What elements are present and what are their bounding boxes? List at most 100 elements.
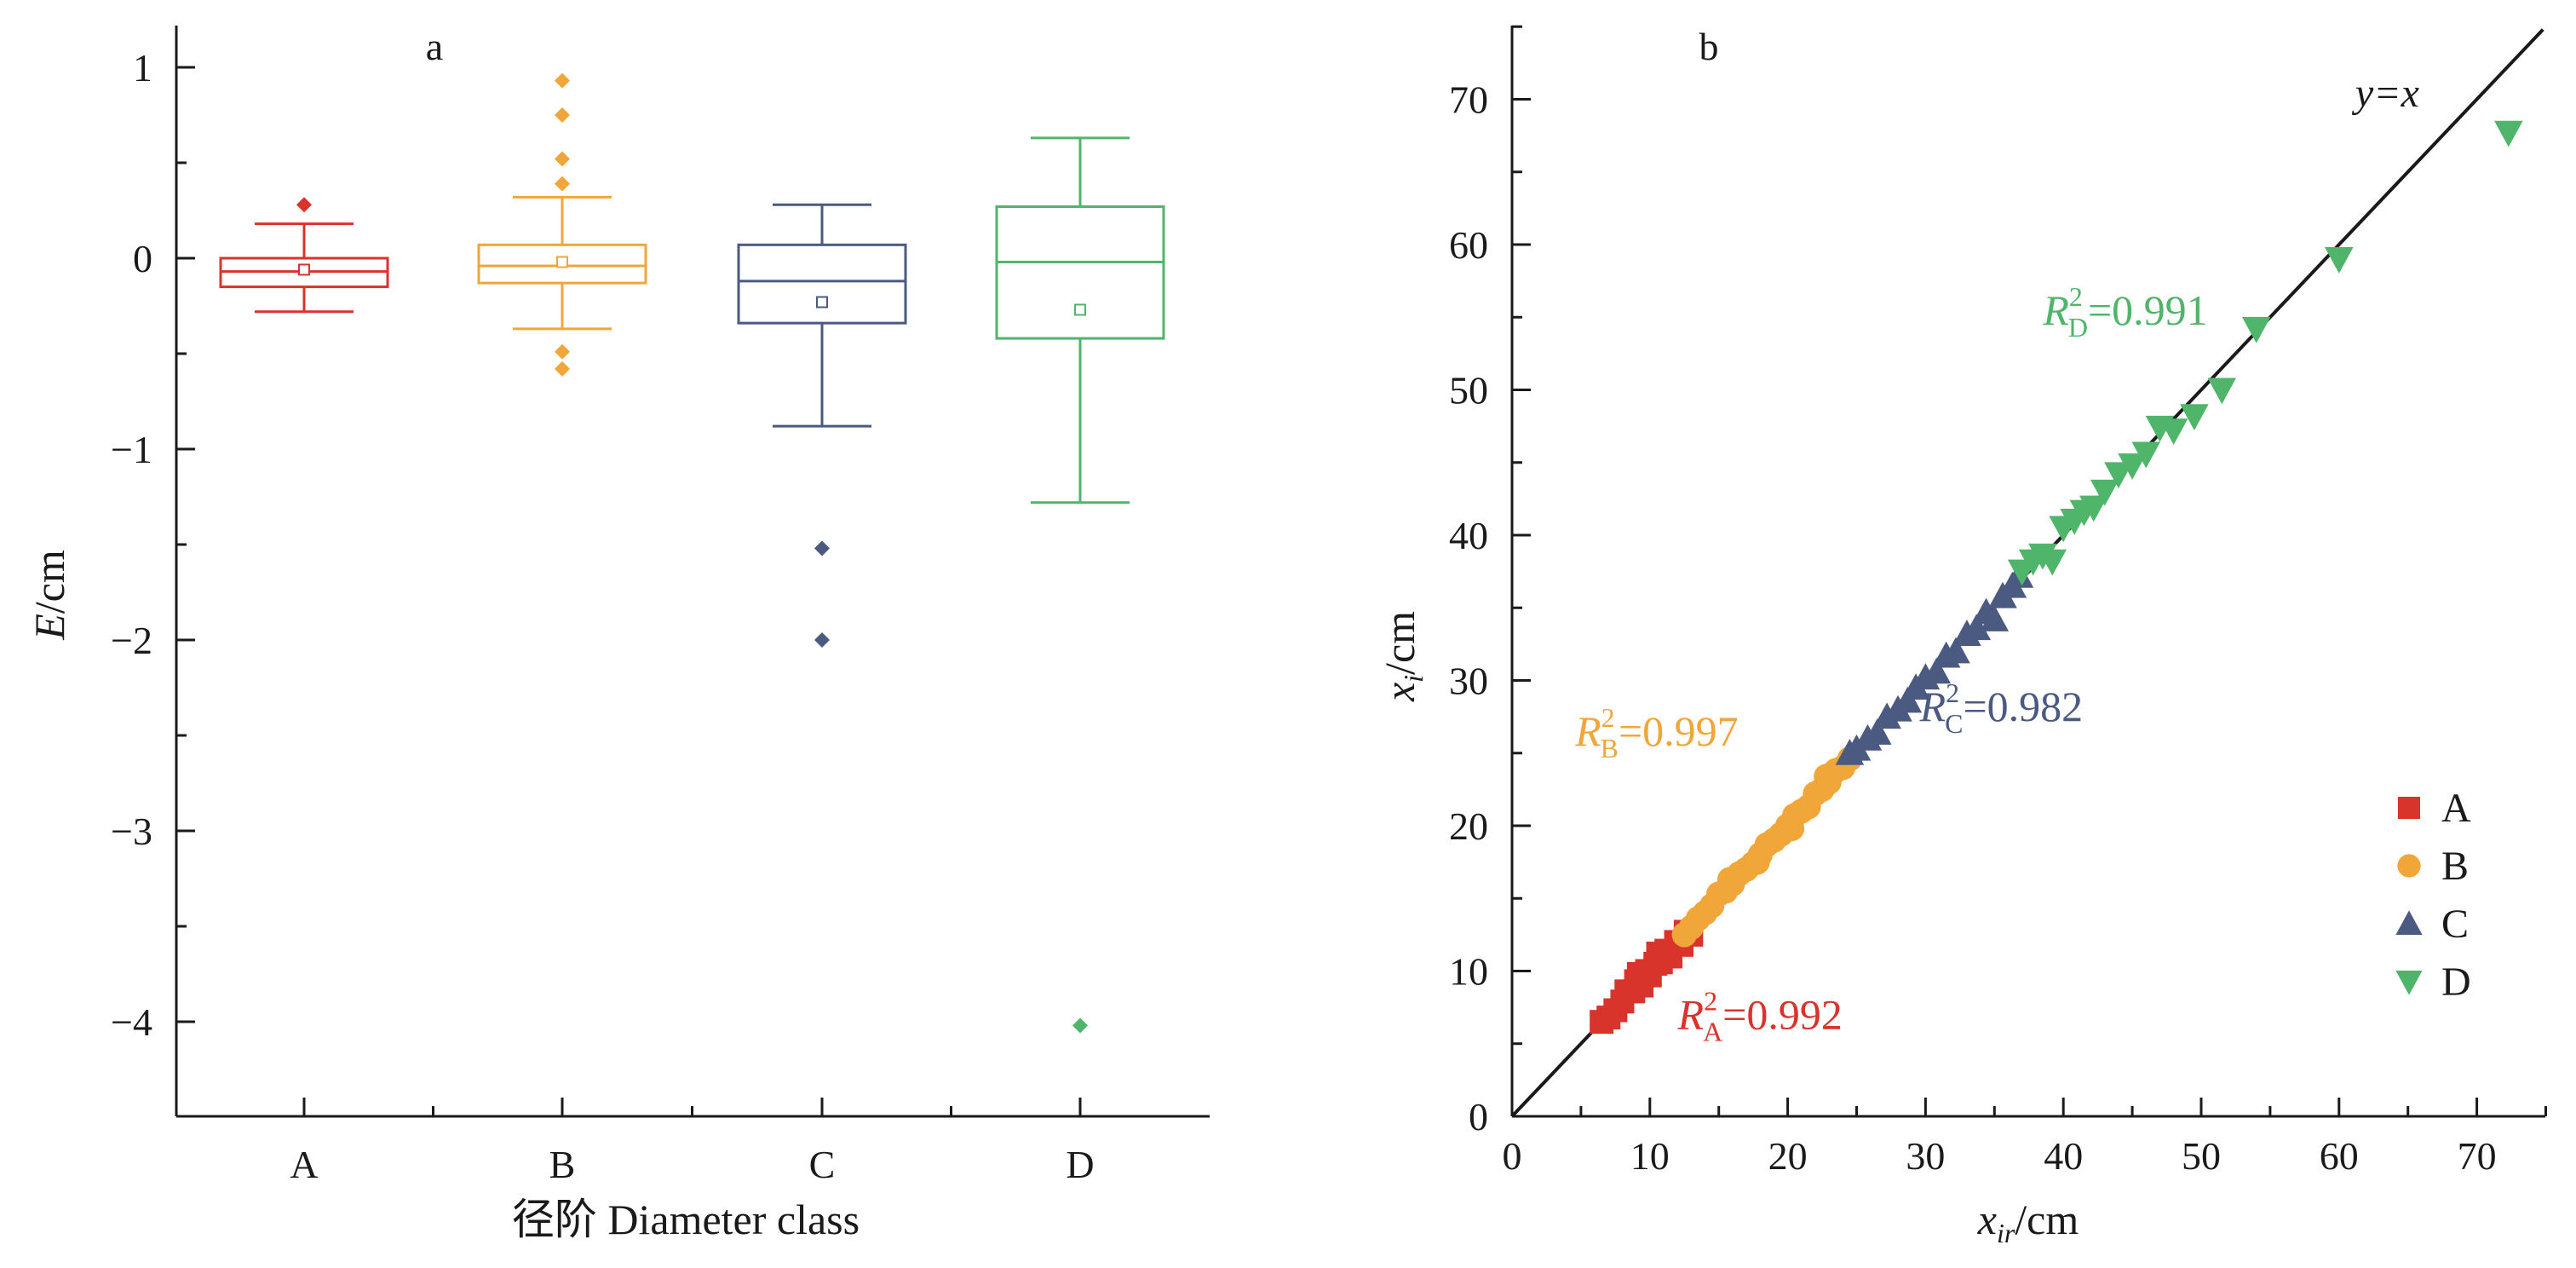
box-D bbox=[995, 136, 1165, 1034]
box-mean-marker bbox=[1074, 303, 1086, 316]
panel-a-y-tick-label: −2 bbox=[111, 619, 152, 662]
r2-symbol: R bbox=[1677, 991, 1705, 1039]
panel-a-label: a bbox=[426, 25, 443, 68]
box-iqr bbox=[995, 205, 1165, 340]
legend-marker bbox=[2395, 910, 2423, 935]
identity-line-label: y=x bbox=[2351, 71, 2419, 116]
r2-exponent: 2 bbox=[2069, 281, 2083, 312]
panel-a-y-tick-label: −4 bbox=[111, 1000, 152, 1044]
x-axis-var: x bbox=[1977, 1196, 1997, 1243]
r2-subscript: B bbox=[1601, 733, 1619, 764]
panel-a-y-axis-title: E/cm bbox=[26, 550, 73, 641]
data-point bbox=[1626, 961, 1651, 986]
panel-b-y-tick-label: 0 bbox=[1469, 1095, 1488, 1138]
legend-marker bbox=[2398, 797, 2420, 819]
panel-a-x-tick-label: B bbox=[549, 1143, 576, 1186]
r2-symbol: R bbox=[1574, 707, 1601, 755]
panel-a-x-tick-label: A bbox=[290, 1143, 318, 1186]
panel-a-y-tick-label: 0 bbox=[133, 237, 152, 280]
r2-subscript: A bbox=[1703, 1017, 1722, 1047]
data-point bbox=[1814, 764, 1839, 789]
legend-item-B: B bbox=[2397, 844, 2469, 889]
series-D bbox=[2007, 120, 2523, 586]
panel-a-axes: −4 −3 −2 −1 0 1 A B C D bbox=[111, 26, 1210, 1186]
panel-a-y-tick-label: −1 bbox=[111, 428, 152, 471]
data-point bbox=[2118, 453, 2147, 480]
box-iqr bbox=[737, 243, 907, 325]
r2-annotation-A: R2 A=0.992 bbox=[1677, 986, 1843, 1047]
panel-b-y-tick-label: 40 bbox=[1449, 514, 1488, 557]
panel-b-y-axis-title: xi/cm bbox=[1376, 611, 1429, 702]
panel-b-y-tick-label: 70 bbox=[1449, 78, 1488, 122]
panel-b-y-tick-label: 60 bbox=[1449, 223, 1488, 267]
panel-b-x-tick-label: 60 bbox=[2320, 1134, 2359, 1178]
box-mean-marker bbox=[556, 256, 568, 268]
data-point bbox=[2104, 462, 2133, 489]
outlier-point bbox=[296, 197, 312, 213]
panel-b-x-tick-label: 50 bbox=[2182, 1134, 2221, 1178]
r2-annotation-D: R2 D=0.991 bbox=[2042, 281, 2207, 343]
outlier-point bbox=[555, 343, 570, 360]
data-point bbox=[2325, 247, 2354, 274]
outlier-point bbox=[555, 176, 570, 192]
r2-subscript: D bbox=[2068, 312, 2088, 343]
data-point bbox=[2207, 378, 2237, 405]
box-C bbox=[737, 203, 907, 648]
box-A bbox=[219, 197, 389, 314]
panel-a-y-axis-unit: /cm bbox=[26, 550, 73, 614]
x-axis-sub: ir bbox=[1997, 1218, 2015, 1248]
panel-b-label: b bbox=[1699, 25, 1719, 68]
data-point bbox=[1716, 867, 1743, 892]
data-point bbox=[1980, 605, 2010, 631]
outlier-point bbox=[1072, 1017, 1088, 1034]
r2-symbol: R bbox=[1919, 683, 1946, 730]
panel-b-y-tick-label: 30 bbox=[1449, 660, 1488, 703]
panel-b-x-tick-label: 10 bbox=[1630, 1134, 1670, 1178]
data-point bbox=[2131, 441, 2161, 469]
panel-b-x-tick-label: 0 bbox=[1503, 1134, 1522, 1178]
r2-exponent: 2 bbox=[1704, 986, 1717, 1017]
data-point bbox=[2180, 404, 2209, 430]
outlier-point bbox=[555, 360, 570, 377]
outlier-point bbox=[814, 540, 830, 556]
outlier-point bbox=[555, 151, 570, 167]
panel-a-y-tick-label: −3 bbox=[111, 810, 152, 853]
box-mean-marker bbox=[816, 296, 828, 308]
r2-subscript: C bbox=[1945, 708, 1963, 739]
r2-value: =0.992 bbox=[1722, 991, 1843, 1039]
legend-label: B bbox=[2441, 844, 2469, 889]
legend-label: D bbox=[2441, 960, 2471, 1005]
panel-b-x-tick-label: 70 bbox=[2458, 1134, 2497, 1178]
r2-annotation-C: R2 C=0.982 bbox=[1919, 677, 2084, 739]
legend-marker bbox=[2395, 971, 2423, 995]
data-point bbox=[1745, 849, 1770, 875]
series-C bbox=[1835, 561, 2034, 765]
data-point bbox=[1862, 718, 1892, 745]
panel-b-x-tick-label: 40 bbox=[2044, 1134, 2083, 1178]
r2-value: =0.997 bbox=[1619, 707, 1739, 755]
panel-a-x-tick-label: C bbox=[809, 1143, 836, 1186]
r2-exponent: 2 bbox=[1601, 702, 1615, 733]
y-axis-unit: /cm bbox=[1376, 611, 1423, 675]
data-point bbox=[2494, 120, 2523, 147]
data-point bbox=[2159, 418, 2188, 446]
data-point bbox=[1646, 942, 1670, 966]
r2-symbol: R bbox=[2042, 286, 2069, 334]
panel-b-y-tick-label: 50 bbox=[1449, 369, 1488, 412]
legend-marker bbox=[2397, 854, 2421, 878]
r2-value: =0.982 bbox=[1963, 683, 2083, 730]
outlier-point bbox=[555, 107, 570, 123]
box-mean-marker bbox=[298, 263, 310, 276]
box-B bbox=[477, 72, 647, 377]
legend-label: C bbox=[2441, 902, 2469, 947]
data-point bbox=[1779, 816, 1805, 842]
panel-b-y-tick-label: 20 bbox=[1449, 804, 1488, 848]
panel-a-y-axis-var: E bbox=[26, 614, 73, 641]
r2-exponent: 2 bbox=[1946, 677, 1959, 708]
x-axis-unit: /cm bbox=[2015, 1196, 2079, 1243]
data-point bbox=[1962, 614, 1992, 641]
data-point bbox=[2241, 316, 2271, 343]
legend-item-C: C bbox=[2395, 902, 2469, 947]
